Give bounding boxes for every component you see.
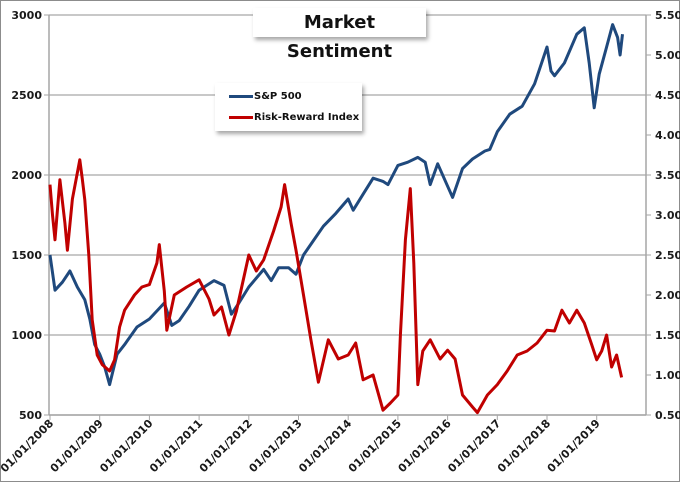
right-tick-label: 5.00 <box>655 49 680 62</box>
legend-swatch-risk-reward <box>229 115 253 119</box>
x-axis-tick-labels: 01/01/200801/01/200901/01/201001/01/2011… <box>0 417 603 475</box>
left-tick-label: 1000 <box>11 329 42 342</box>
right-tick-label: 1.50 <box>655 329 680 342</box>
left-tick-label: 1500 <box>11 249 42 262</box>
right-tick-label: 2.00 <box>655 289 680 302</box>
series-line-sp500 <box>48 23 624 387</box>
legend-item-risk-reward: Risk-Reward Index <box>229 110 359 124</box>
chart-title: Market Sentiment <box>286 12 393 62</box>
left-axis-tick-labels: 500 1000 1500 2000 2500 3000 <box>11 9 42 422</box>
right-tick-label: 1.00 <box>655 369 680 382</box>
series-line-risk-reward <box>48 158 624 415</box>
legend-label-risk-reward: Risk-Reward Index <box>254 111 360 123</box>
series-layer <box>48 23 624 415</box>
right-axis-tick-labels: 0.50 1.00 1.50 2.00 2.50 3.00 3.50 4.00 4.50 5.00… <box>655 9 680 422</box>
legend: S&P 500 Risk-Reward Index <box>215 83 362 131</box>
legend-label-sp500: S&P 500 <box>254 90 302 102</box>
axes <box>44 14 651 420</box>
left-tick-label: 2000 <box>11 169 42 182</box>
right-tick-label: 0.50 <box>655 409 680 422</box>
x-tick-label: 01/01/2019 <box>545 417 603 475</box>
right-tick-label: 4.00 <box>655 129 680 142</box>
chart-title-box: Market Sentiment <box>253 8 426 62</box>
legend-item-sp500: S&P 500 <box>229 89 302 103</box>
left-tick-label: 3000 <box>11 9 42 22</box>
left-tick-label: 500 <box>19 409 42 422</box>
legend-swatch-sp500 <box>229 94 253 98</box>
right-tick-label: 3.00 <box>655 209 680 222</box>
right-tick-label: 3.50 <box>655 169 680 182</box>
left-tick-label: 2500 <box>11 89 42 102</box>
right-tick-label: 5.50 <box>655 9 680 22</box>
right-tick-label: 2.50 <box>655 249 680 262</box>
right-tick-label: 4.50 <box>655 89 680 102</box>
